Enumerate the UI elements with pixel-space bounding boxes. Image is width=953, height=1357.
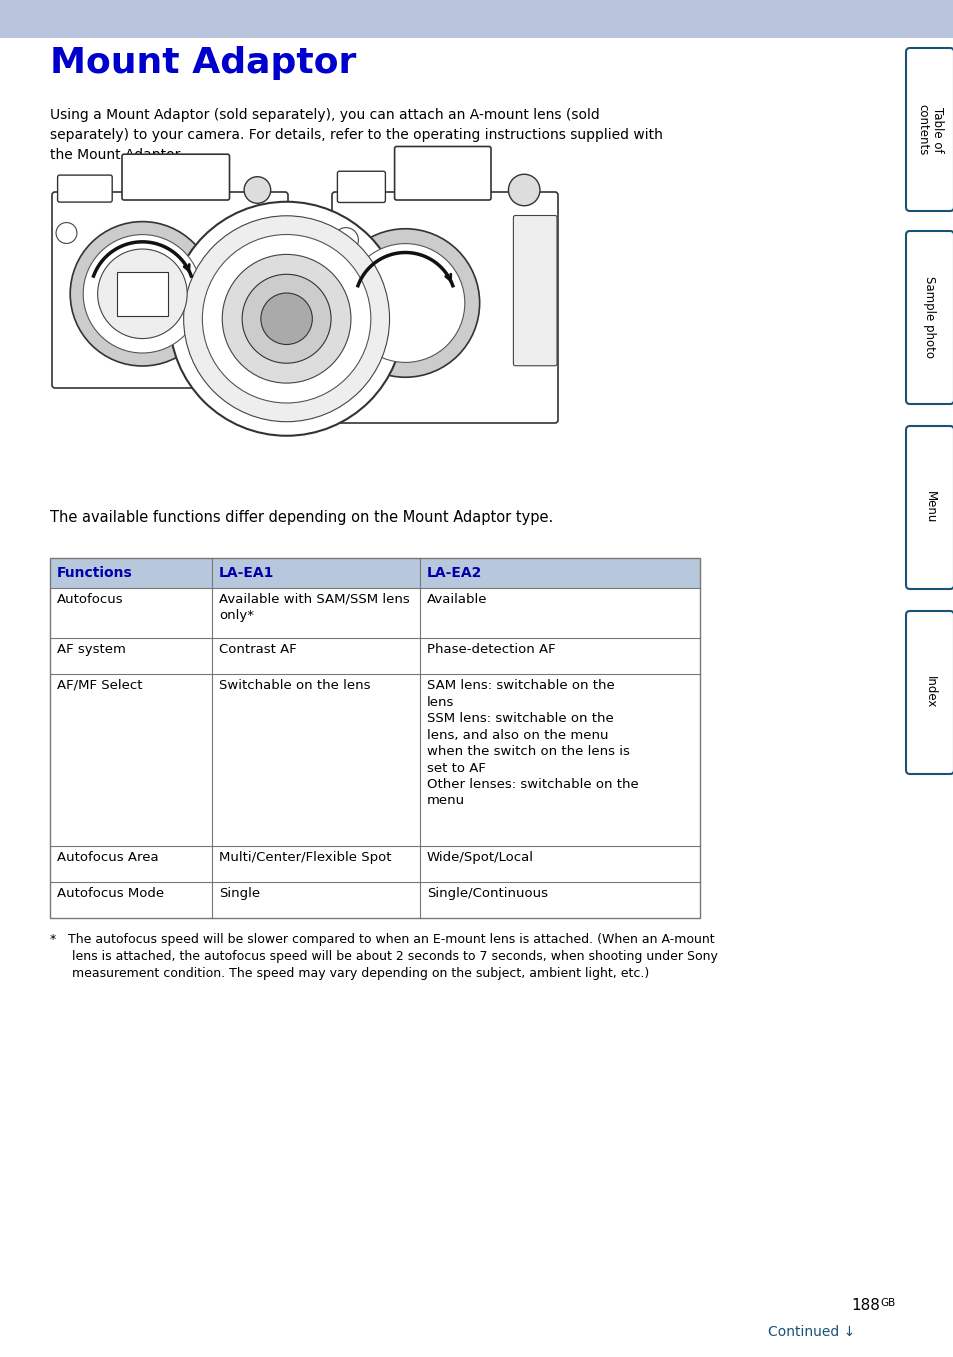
FancyBboxPatch shape — [905, 231, 953, 404]
Text: Autofocus Area: Autofocus Area — [57, 851, 158, 864]
Bar — [50, 558, 700, 588]
Circle shape — [202, 235, 371, 403]
Text: Multi/Center/Flexible Spot: Multi/Center/Flexible Spot — [219, 851, 391, 864]
Circle shape — [242, 274, 331, 364]
Text: Sample photo: Sample photo — [923, 277, 936, 358]
Text: Using a Mount Adaptor (sold separately), you can attach an A-mount lens (sold
se: Using a Mount Adaptor (sold separately),… — [50, 109, 662, 161]
Text: Autofocus: Autofocus — [57, 593, 124, 607]
FancyBboxPatch shape — [905, 47, 953, 210]
Bar — [116, 271, 168, 316]
FancyBboxPatch shape — [513, 216, 557, 366]
Bar — [50, 558, 700, 917]
Text: Single: Single — [219, 887, 260, 900]
Text: Switchable on the lens: Switchable on the lens — [219, 678, 370, 692]
Text: Menu: Menu — [923, 491, 936, 524]
Circle shape — [260, 293, 312, 345]
Text: Continued ↓: Continued ↓ — [767, 1324, 854, 1339]
Circle shape — [71, 221, 214, 366]
Circle shape — [56, 223, 77, 243]
Text: 188: 188 — [850, 1299, 879, 1314]
FancyBboxPatch shape — [241, 212, 287, 339]
Text: Single/Continuous: Single/Continuous — [427, 887, 547, 900]
Bar — [0, 0, 953, 38]
Text: Wide/Spot/Local: Wide/Spot/Local — [427, 851, 534, 864]
FancyBboxPatch shape — [905, 611, 953, 773]
Text: Table of
contents: Table of contents — [915, 104, 943, 155]
Text: Available: Available — [427, 593, 487, 607]
Circle shape — [331, 229, 479, 377]
Text: Functions: Functions — [57, 566, 132, 579]
Circle shape — [170, 202, 403, 436]
Text: GB: GB — [879, 1299, 894, 1308]
Text: *: * — [50, 934, 56, 946]
Text: Autofocus Mode: Autofocus Mode — [57, 887, 164, 900]
Text: Index: Index — [923, 676, 936, 708]
Circle shape — [222, 254, 351, 383]
Text: AF/MF Select: AF/MF Select — [57, 678, 142, 692]
Text: AF system: AF system — [57, 643, 126, 655]
Circle shape — [508, 174, 539, 206]
Circle shape — [97, 250, 187, 338]
FancyBboxPatch shape — [122, 155, 230, 199]
Circle shape — [183, 216, 389, 422]
Text: Contrast AF: Contrast AF — [219, 643, 296, 655]
Text: SAM lens: switchable on the
lens
SSM lens: switchable on the
lens, and also on t: SAM lens: switchable on the lens SSM len… — [427, 678, 639, 807]
Text: Phase-detection AF: Phase-detection AF — [427, 643, 555, 655]
Circle shape — [334, 228, 358, 252]
Text: The autofocus speed will be slower compared to when an E-mount lens is attached.: The autofocus speed will be slower compa… — [60, 934, 717, 980]
Text: LA-EA1: LA-EA1 — [219, 566, 274, 579]
FancyBboxPatch shape — [337, 171, 385, 202]
FancyBboxPatch shape — [395, 147, 491, 199]
FancyBboxPatch shape — [905, 426, 953, 589]
Text: The available functions differ depending on the Mount Adaptor type.: The available functions differ depending… — [50, 510, 553, 525]
Circle shape — [346, 244, 464, 362]
Circle shape — [83, 235, 201, 353]
Text: Available with SAM/SSM lens
only*: Available with SAM/SSM lens only* — [219, 593, 410, 623]
FancyBboxPatch shape — [57, 175, 112, 202]
Text: Mount Adaptor: Mount Adaptor — [50, 46, 356, 80]
Circle shape — [244, 176, 271, 204]
FancyBboxPatch shape — [52, 191, 288, 388]
Text: LA-EA2: LA-EA2 — [427, 566, 482, 579]
FancyBboxPatch shape — [332, 191, 558, 423]
